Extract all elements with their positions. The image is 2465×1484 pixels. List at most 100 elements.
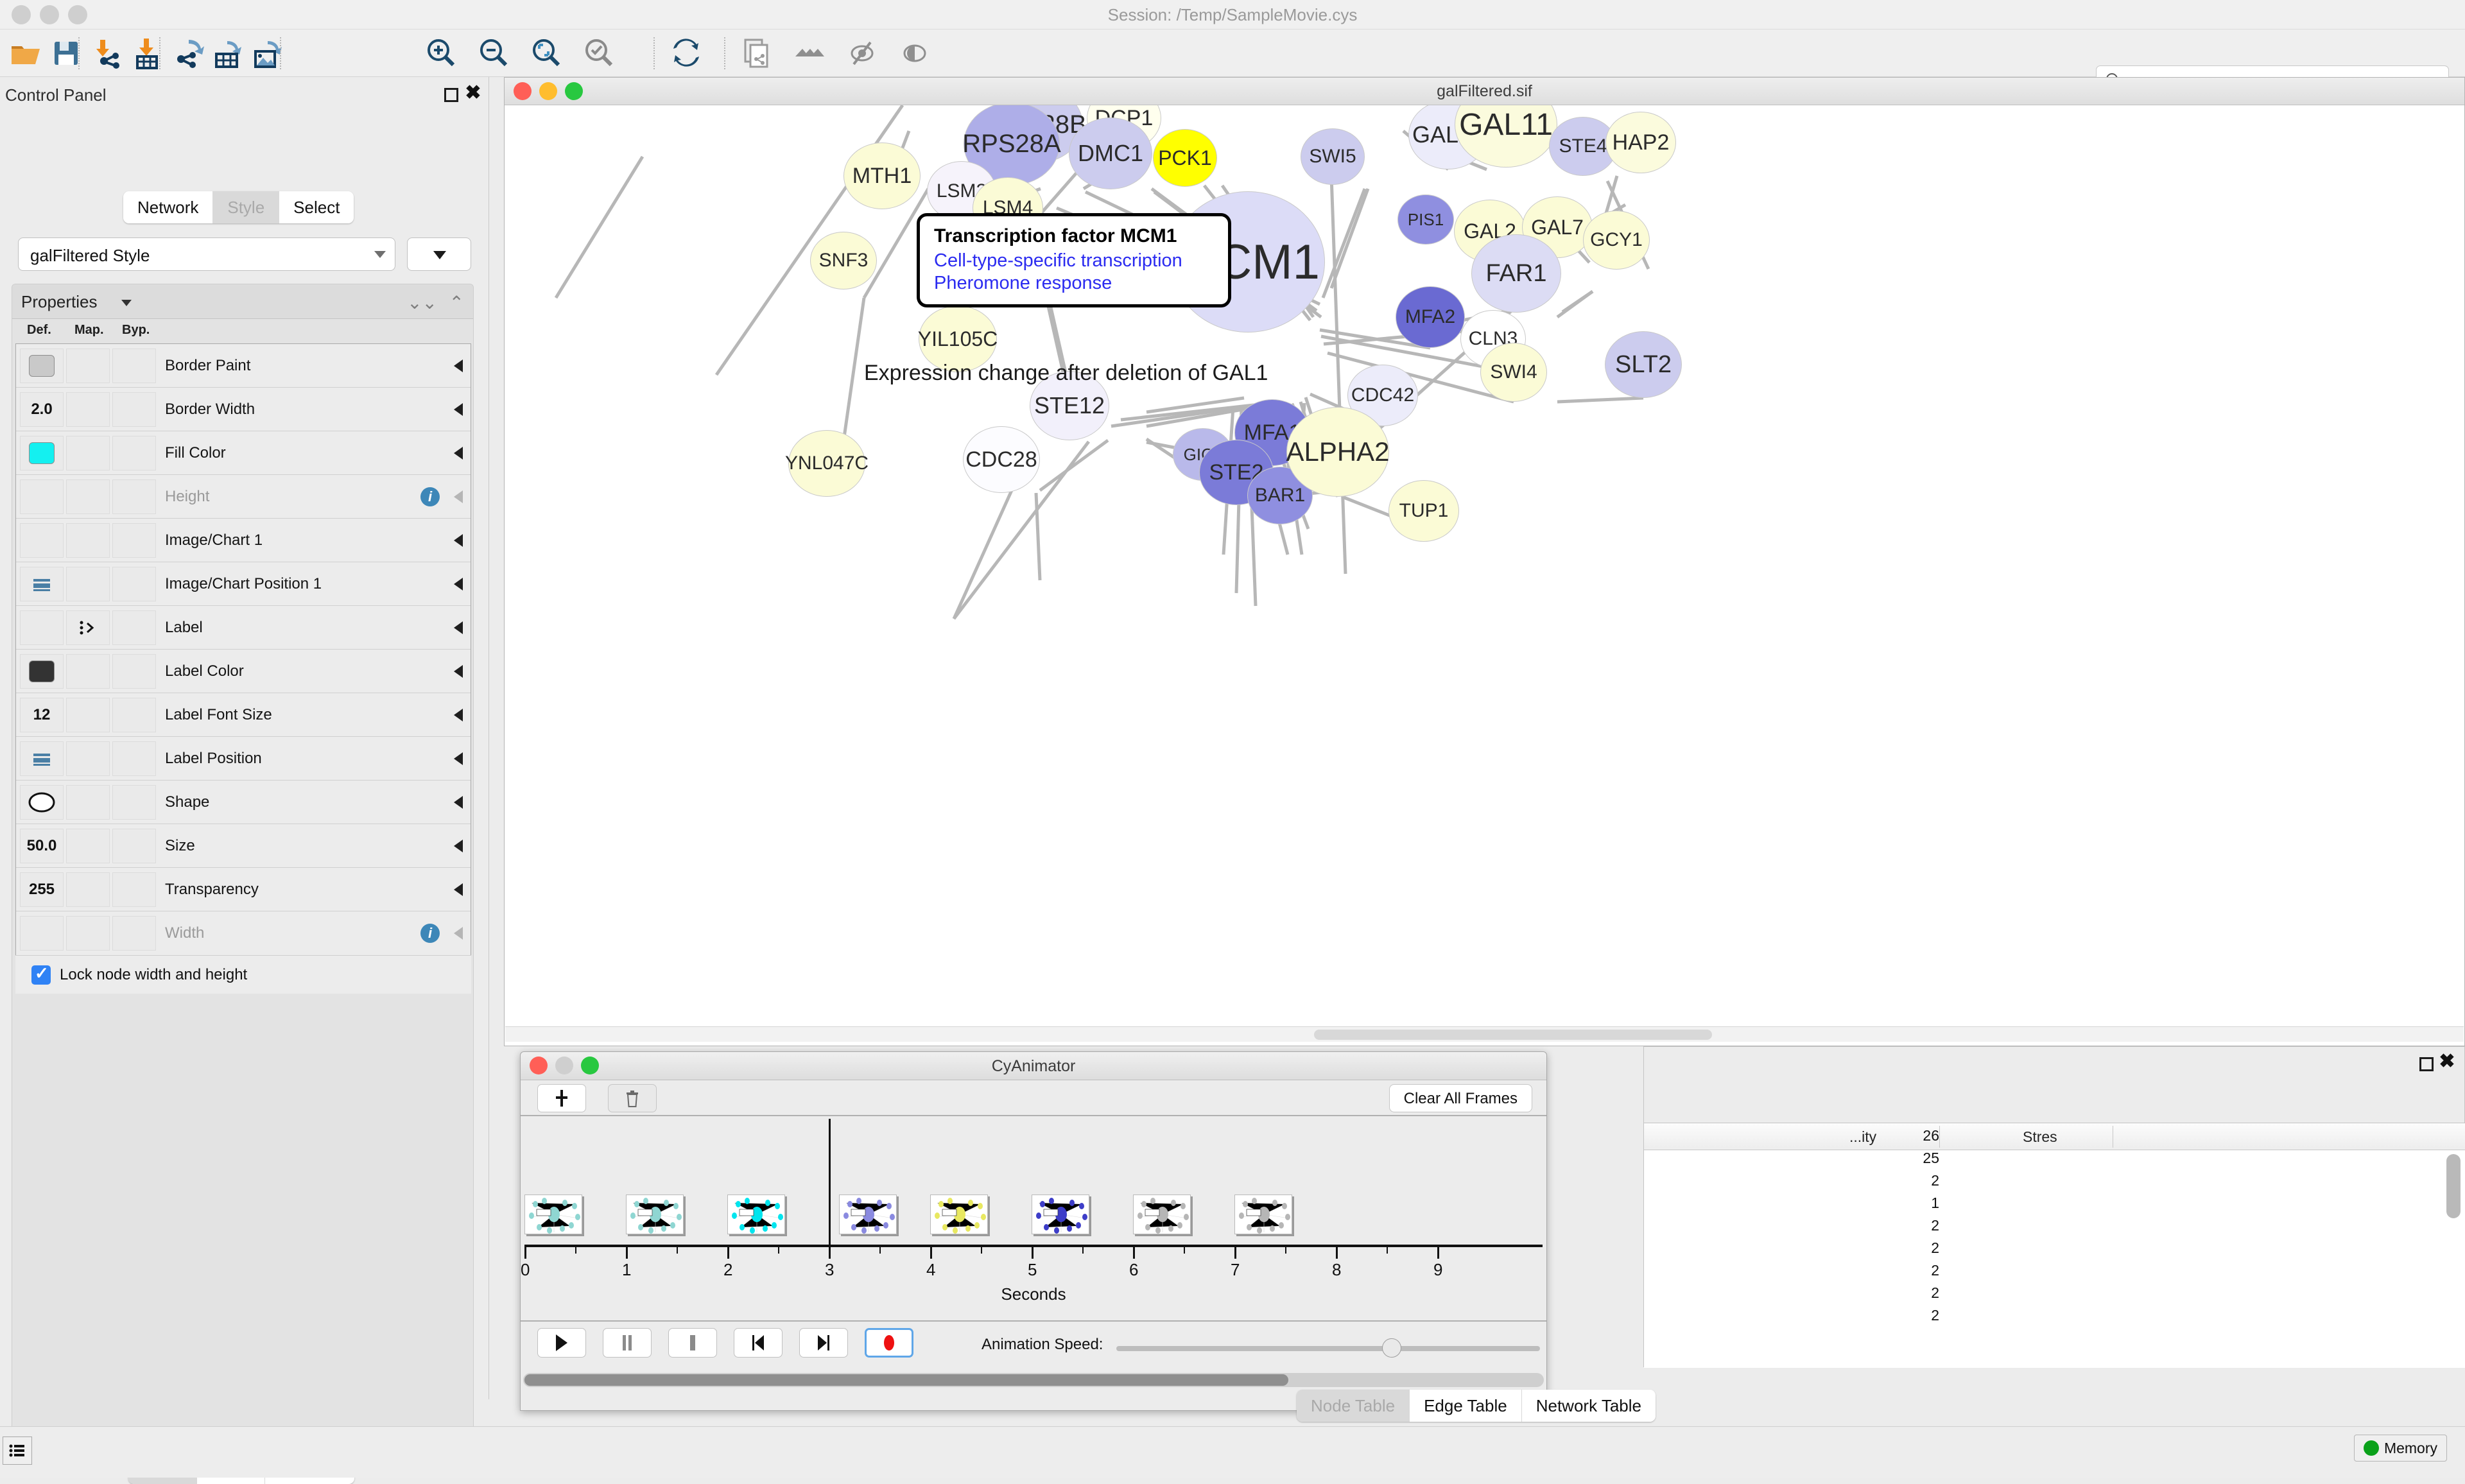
property-mapping-cell[interactable] xyxy=(66,698,110,732)
tab-network-table[interactable]: Network Table xyxy=(1521,1390,1656,1422)
frame-thumbnail[interactable] xyxy=(930,1195,988,1234)
network-node[interactable]: SWI4 xyxy=(1480,343,1547,402)
animation-speed-slider[interactable] xyxy=(1116,1338,1540,1358)
network-horizontal-scrollbar[interactable] xyxy=(505,1026,2464,1042)
expand-property-arrow[interactable] xyxy=(454,621,463,634)
property-default-cell[interactable] xyxy=(20,654,64,689)
window-minimize-dot[interactable] xyxy=(40,5,59,24)
cyanimator-horizontal-scrollbar[interactable] xyxy=(523,1373,1544,1387)
expand-property-arrow[interactable] xyxy=(454,839,463,852)
export-table-icon[interactable] xyxy=(211,36,245,71)
property-row[interactable]: Label xyxy=(16,606,471,650)
color-swatch[interactable] xyxy=(29,355,55,377)
animation-speed-knob[interactable] xyxy=(1382,1338,1401,1358)
info-icon[interactable]: i xyxy=(420,924,440,943)
expand-property-arrow[interactable] xyxy=(454,402,463,416)
frame-thumbnail[interactable] xyxy=(524,1195,582,1234)
property-row[interactable]: 2.0 Border Width xyxy=(16,388,471,431)
animator-close-dot[interactable] xyxy=(530,1057,548,1074)
network-node[interactable]: ALPHA2 xyxy=(1286,407,1390,497)
property-default-cell[interactable]: 50.0 xyxy=(20,829,64,863)
prev-frame-button[interactable] xyxy=(734,1328,783,1358)
stop-button[interactable] xyxy=(668,1328,717,1358)
import-table-icon[interactable] xyxy=(130,36,164,71)
expand-property-arrow[interactable] xyxy=(454,533,463,547)
property-default-cell[interactable] xyxy=(20,567,64,601)
play-button[interactable] xyxy=(537,1328,586,1358)
property-bypass-cell[interactable] xyxy=(112,698,156,732)
property-row[interactable]: Fill Color xyxy=(16,431,471,475)
property-default-cell[interactable] xyxy=(20,916,64,951)
clear-all-frames-button[interactable]: Clear All Frames xyxy=(1388,1084,1532,1112)
export-image-icon[interactable] xyxy=(250,36,285,71)
network-node[interactable]: GCY1 xyxy=(1583,211,1650,270)
property-bypass-cell[interactable] xyxy=(112,436,156,470)
property-mapping-cell[interactable] xyxy=(66,785,110,820)
property-mapping-cell[interactable] xyxy=(66,479,110,514)
pause-button[interactable] xyxy=(603,1328,652,1358)
property-default-cell[interactable] xyxy=(20,349,64,383)
table-cell[interactable]: 2 xyxy=(1931,1217,1939,1234)
property-row[interactable]: 255 Transparency xyxy=(16,868,471,911)
control-panel-toggle-button[interactable] xyxy=(3,1437,32,1465)
property-bypass-cell[interactable] xyxy=(112,872,156,907)
fit-network-icon[interactable] xyxy=(529,36,564,71)
caret-down-icon[interactable] xyxy=(121,300,132,306)
property-default-cell[interactable] xyxy=(20,523,64,558)
table-cell[interactable]: 26 xyxy=(1923,1127,1939,1144)
lock-node-size-checkbox[interactable] xyxy=(31,963,51,985)
expand-property-arrow[interactable] xyxy=(454,446,463,460)
property-default-cell[interactable] xyxy=(20,785,64,820)
property-mapping-cell[interactable] xyxy=(66,654,110,689)
property-mapping-cell[interactable] xyxy=(66,829,110,863)
frame-thumbnail[interactable] xyxy=(727,1195,785,1234)
property-default-cell[interactable]: 255 xyxy=(20,872,64,907)
table-cell[interactable]: 2 xyxy=(1931,1262,1939,1279)
frame-thumbnail[interactable] xyxy=(838,1195,897,1234)
property-default-cell[interactable] xyxy=(20,479,64,514)
export-network-icon[interactable] xyxy=(171,36,205,71)
network-node[interactable]: SLT2 xyxy=(1605,331,1682,398)
property-row[interactable]: Label Color xyxy=(16,650,471,693)
tab-style[interactable]: Style xyxy=(213,191,280,223)
network-node[interactable]: MTH1 xyxy=(843,142,921,209)
network-canvas[interactable]: RPS28BDCP1RPS28ADMC1PCK1SWI5GAL80GAL11ST… xyxy=(505,105,2464,1046)
expand-property-arrow[interactable] xyxy=(454,577,463,591)
property-bypass-cell[interactable] xyxy=(112,785,156,820)
property-bypass-cell[interactable] xyxy=(112,349,156,383)
network-close-dot[interactable] xyxy=(514,82,532,100)
chevron-double-up-icon[interactable]: ⌃ xyxy=(449,293,464,313)
record-button[interactable] xyxy=(865,1328,913,1358)
property-default-cell[interactable]: 2.0 xyxy=(20,392,64,427)
destroy-network-icon[interactable] xyxy=(792,36,827,71)
timeline-playhead[interactable] xyxy=(829,1119,831,1245)
info-icon[interactable]: i xyxy=(420,487,440,506)
cyanimator-timeline[interactable] xyxy=(524,1119,1543,1245)
property-mapping-cell[interactable] xyxy=(66,610,110,645)
property-bypass-cell[interactable] xyxy=(112,610,156,645)
close-icon[interactable]: ✖ xyxy=(2439,1051,2455,1072)
restore-icon[interactable] xyxy=(444,88,458,102)
property-mapping-cell[interactable] xyxy=(66,741,110,776)
cyanimator-scrollbar-thumb[interactable] xyxy=(524,1374,1288,1386)
property-row[interactable]: Label Position xyxy=(16,737,471,781)
property-default-cell[interactable] xyxy=(20,741,64,776)
expand-property-arrow[interactable] xyxy=(454,752,463,765)
table-cell[interactable]: 2 xyxy=(1931,1239,1939,1256)
property-mapping-cell[interactable] xyxy=(66,349,110,383)
network-node[interactable]: PIS1 xyxy=(1397,194,1454,245)
frame-thumbnail[interactable] xyxy=(625,1195,684,1234)
property-row[interactable]: Border Paint xyxy=(16,344,471,388)
tab-network[interactable]: Network xyxy=(123,191,214,223)
tab-node-table[interactable]: Node Table xyxy=(1297,1390,1410,1422)
property-mapping-cell[interactable] xyxy=(66,872,110,907)
table-cell[interactable]: 2 xyxy=(1931,1307,1939,1324)
network-minimize-dot[interactable] xyxy=(539,82,557,100)
expand-property-arrow[interactable] xyxy=(454,927,463,940)
network-node[interactable]: SWI5 xyxy=(1301,128,1365,185)
network-node[interactable]: TUP1 xyxy=(1388,480,1459,542)
property-default-cell[interactable] xyxy=(20,436,64,470)
expand-property-arrow[interactable] xyxy=(454,883,463,896)
restore-icon[interactable] xyxy=(2419,1057,2434,1071)
tab-select[interactable]: Select xyxy=(279,191,354,223)
